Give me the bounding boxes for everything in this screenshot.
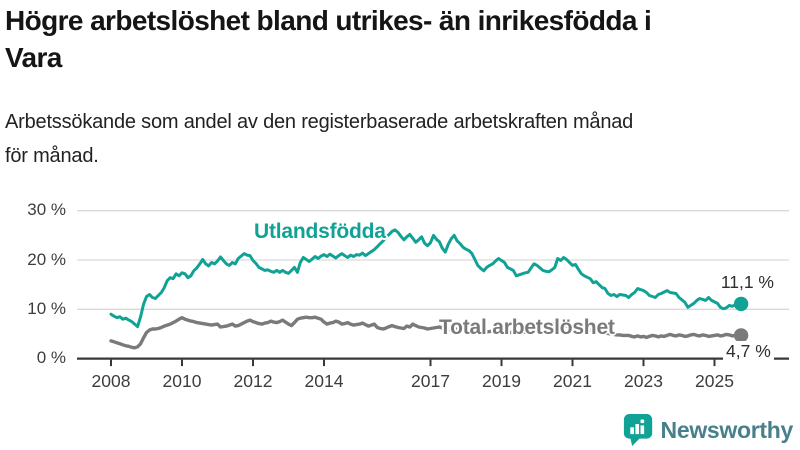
x-tick-label: 2017	[411, 371, 450, 391]
gridlines-group	[77, 210, 789, 360]
y-tick-label: 0 %	[36, 348, 66, 368]
x-tick-label: 2021	[553, 371, 592, 391]
chart-header: Högre arbetslöshet bland utrikes- än inr…	[5, 2, 795, 173]
x-tick-label: 2008	[91, 371, 131, 391]
x-tick-label: 2025	[695, 371, 734, 391]
y-tick-label: 20 %	[27, 249, 66, 269]
end-value-label-utlandsfodda: 11,1 %	[720, 272, 774, 292]
series-line-total	[109, 315, 743, 350]
y-tick-label: 10 %	[27, 298, 66, 318]
newsworthy-logo-text: Newsworthy	[660, 416, 794, 443]
newsworthy-logo[interactable]: Newsworthy	[623, 413, 793, 447]
y-tick-label: 30 %	[27, 200, 66, 220]
x-tick-label: 2014	[304, 371, 344, 391]
end-dot-total	[733, 328, 749, 343]
end-dot-utlandsfodda	[733, 296, 749, 312]
series-label-utlandsfodda: Utlandsfödda	[254, 220, 386, 243]
newsworthy-bar-chart-icon	[623, 414, 652, 446]
x-tick-label: 2023	[624, 371, 663, 391]
x-tick-label: 2019	[482, 371, 521, 391]
x-tick-label: 2010	[162, 371, 202, 391]
series-label-total: Total arbetslöshet	[439, 316, 615, 339]
series-line-utlandsfodda	[109, 228, 743, 329]
end-value-label-total: 4,7 %	[723, 341, 774, 362]
x-tick-label: 2012	[233, 371, 273, 391]
chart-title: Högre arbetslöshet bland utrikes- än inr…	[5, 5, 652, 74]
axis-ticks-group	[110, 359, 716, 367]
chart-subtitle: Arbetssökande som andel av den registerb…	[5, 111, 634, 167]
